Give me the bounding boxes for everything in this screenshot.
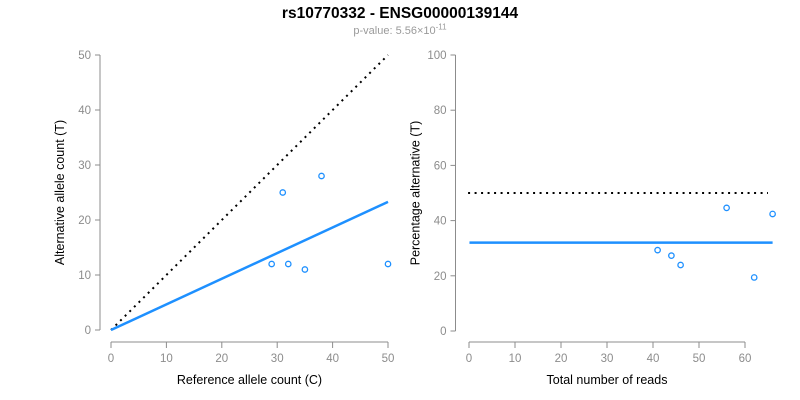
data-point xyxy=(723,204,730,212)
data-point xyxy=(301,266,309,273)
data-point xyxy=(279,189,287,196)
data-point xyxy=(284,260,292,268)
data-point xyxy=(654,246,661,254)
data-point xyxy=(677,261,684,269)
x-tick-label: 0 xyxy=(108,353,114,365)
p-value-subtitle: p-value: 5.56×10-11 xyxy=(0,22,800,37)
x-tick-label: 50 xyxy=(382,353,395,365)
x-tick-label: 20 xyxy=(215,353,228,365)
allele-counts-plot: 0 10 20 30 40 50 0 10 20 30 40 50 Reference allele c… xyxy=(53,50,394,387)
y-tick-label: 20 xyxy=(78,215,91,227)
x-tick-label: 60 xyxy=(739,353,752,365)
y-tick-label: 0 xyxy=(440,326,446,338)
y-tick-label: 100 xyxy=(427,50,446,62)
data-point xyxy=(384,260,392,268)
y-tick-label: 60 xyxy=(434,160,447,172)
x-tick-label: 30 xyxy=(271,353,284,365)
x-tick-label: 0 xyxy=(466,353,472,365)
data-point xyxy=(268,260,276,268)
y-tick-label: 80 xyxy=(434,105,447,117)
y-tick-label: 40 xyxy=(78,105,91,117)
x-tick-label: 30 xyxy=(601,353,614,365)
data-point xyxy=(668,252,675,260)
x-axis-title: Reference allele count (C) xyxy=(177,373,322,387)
x-tick-label: 10 xyxy=(509,353,522,365)
data-point xyxy=(769,210,776,218)
plot-title: rs10770332 - ENSG00000139144 xyxy=(281,5,519,22)
y-tick-label: 10 xyxy=(78,270,91,282)
y-axis-title: Percentage alternative (T) xyxy=(409,121,423,266)
y-tick-label: 0 xyxy=(85,325,91,337)
p-value-text: p-value: 5.56×10 xyxy=(353,25,436,37)
x-tick-label: 40 xyxy=(647,353,660,365)
identity-line xyxy=(110,54,389,331)
y-tick-label: 50 xyxy=(78,50,91,62)
x-tick-label: 50 xyxy=(693,353,706,365)
y-tick-label: 40 xyxy=(434,216,447,228)
x-tick-label: 40 xyxy=(326,353,339,365)
x-tick-label: 10 xyxy=(160,353,173,365)
p-value-exponent: -11 xyxy=(435,22,447,32)
percentage-alternative-plot: 0 20 40 60 80 100 0 10 20 30 40 50 60 Total number of… xyxy=(409,50,776,387)
y-tick-label: 20 xyxy=(434,271,447,283)
data-point xyxy=(750,274,758,281)
y-axis-title: Alternative allele count (T) xyxy=(53,120,67,265)
y-tick-label: 30 xyxy=(78,160,91,172)
x-tick-label: 20 xyxy=(555,353,568,365)
fit-line xyxy=(110,200,389,332)
x-axis-title: Total number of reads xyxy=(547,373,668,387)
data-point xyxy=(318,172,325,180)
